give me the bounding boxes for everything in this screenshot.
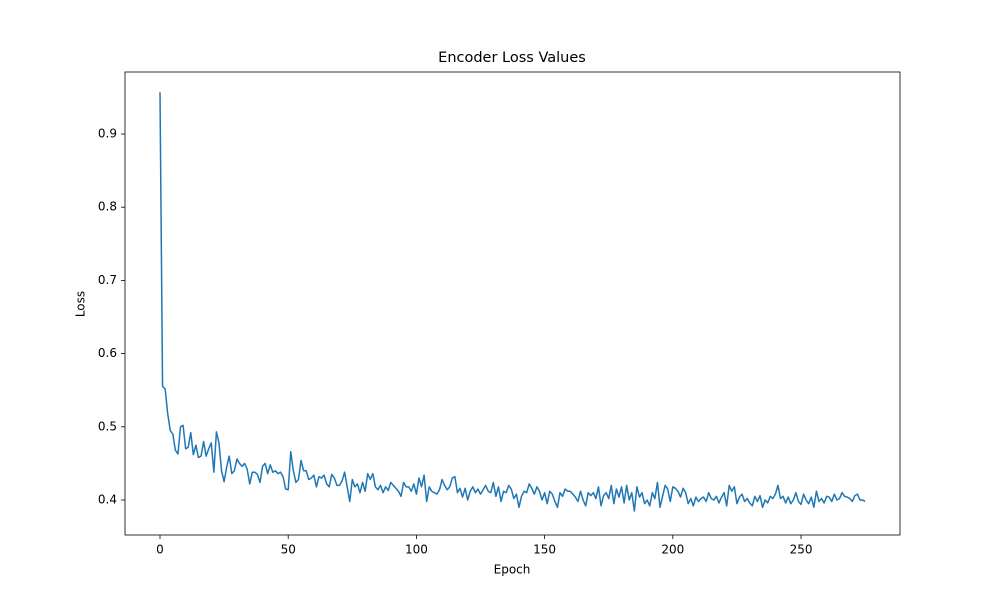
y-tick-label: 0.7 — [98, 273, 117, 287]
x-tick-label: 50 — [281, 543, 296, 557]
x-tick-label: 250 — [790, 543, 813, 557]
y-tick-label: 0.6 — [98, 346, 117, 360]
x-tick-label: 100 — [405, 543, 428, 557]
x-tick-label: 0 — [156, 543, 164, 557]
chart-title: Encoder Loss Values — [438, 50, 586, 66]
x-tick-label: 200 — [661, 543, 684, 557]
x-axis-label: Epoch — [494, 563, 531, 577]
loss-line — [159, 92, 866, 512]
plot-frame — [124, 71, 901, 536]
y-tick-label: 0.9 — [98, 127, 117, 141]
y-tick-label: 0.8 — [98, 200, 117, 214]
x-tick-label: 150 — [533, 543, 556, 557]
y-axis-label: Loss — [74, 291, 88, 317]
y-tick-label: 0.4 — [98, 493, 117, 507]
y-tick-label: 0.5 — [98, 419, 117, 433]
